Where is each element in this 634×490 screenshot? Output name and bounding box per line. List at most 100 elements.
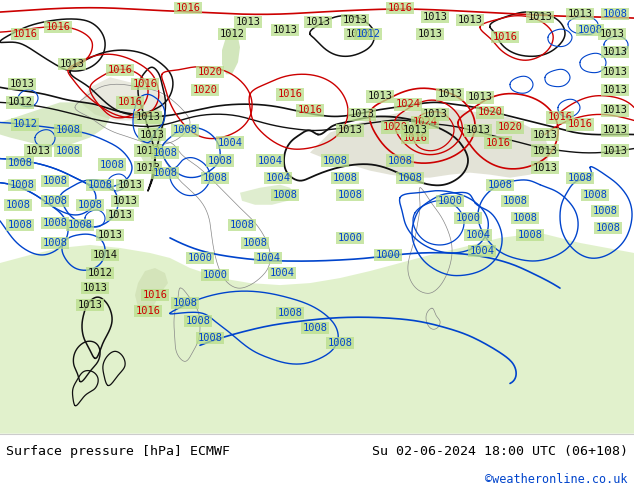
Text: 1013: 1013 [82, 283, 108, 293]
Text: 1008: 1008 [202, 172, 228, 183]
Text: Su 02-06-2024 18:00 UTC (06+108): Su 02-06-2024 18:00 UTC (06+108) [372, 445, 628, 458]
Text: 1013: 1013 [533, 146, 557, 155]
Polygon shape [0, 102, 110, 147]
Text: 1013: 1013 [136, 163, 160, 172]
Polygon shape [140, 107, 165, 165]
Text: 1012: 1012 [356, 29, 380, 39]
Text: 1013: 1013 [602, 47, 628, 57]
Text: 1008: 1008 [186, 316, 210, 326]
Text: 1020: 1020 [198, 67, 223, 77]
Text: 1004: 1004 [465, 230, 491, 240]
Text: 1008: 1008 [67, 220, 93, 230]
Text: 1020: 1020 [193, 85, 217, 96]
Text: 1000: 1000 [455, 213, 481, 223]
Text: 1024: 1024 [413, 118, 437, 127]
Polygon shape [135, 268, 168, 315]
Text: 1016: 1016 [13, 29, 37, 39]
Text: 1013: 1013 [458, 15, 482, 25]
Text: 1008: 1008 [302, 323, 328, 333]
Text: 1016: 1016 [133, 79, 157, 89]
Text: 1008: 1008 [100, 160, 124, 170]
Polygon shape [240, 185, 295, 205]
Text: 1008: 1008 [578, 25, 602, 35]
Text: 1008: 1008 [503, 196, 527, 206]
Text: 1008: 1008 [567, 172, 593, 183]
Text: 1008: 1008 [595, 223, 621, 233]
Text: 1013: 1013 [117, 180, 143, 190]
Text: 1008: 1008 [230, 220, 254, 230]
Text: 1013: 1013 [60, 59, 84, 69]
Text: 1012: 1012 [87, 268, 112, 278]
Polygon shape [222, 32, 240, 74]
Text: 1013: 1013 [422, 12, 448, 22]
Text: 1016: 1016 [567, 120, 593, 129]
Text: 1008: 1008 [517, 230, 543, 240]
Text: 1013: 1013 [602, 85, 628, 96]
Text: 1008: 1008 [273, 190, 297, 200]
Text: 1016: 1016 [387, 3, 413, 13]
Text: 1013: 1013 [602, 125, 628, 136]
Text: 1013: 1013 [77, 300, 103, 310]
Polygon shape [0, 233, 634, 434]
Text: 1013: 1013 [139, 129, 164, 140]
Text: 1016: 1016 [143, 290, 167, 300]
Text: 1008: 1008 [488, 180, 512, 190]
Text: 1008: 1008 [387, 156, 413, 166]
Text: 1020: 1020 [498, 122, 522, 132]
Text: 1008: 1008 [8, 158, 32, 168]
Text: 1008: 1008 [10, 180, 34, 190]
Text: 1008: 1008 [328, 338, 353, 348]
Text: 1016: 1016 [486, 138, 510, 147]
Text: 1008: 1008 [153, 168, 178, 178]
Text: 1008: 1008 [242, 238, 268, 248]
Text: 1013: 1013 [600, 29, 624, 39]
Text: 1008: 1008 [172, 298, 198, 308]
Text: 1004: 1004 [217, 138, 242, 147]
Text: 1008: 1008 [323, 156, 347, 166]
Text: 1008: 1008 [398, 172, 422, 183]
Text: 1013: 1013 [10, 79, 34, 89]
Text: 1013: 1013 [418, 29, 443, 39]
Text: 1008: 1008 [593, 206, 618, 216]
Text: 1013: 1013 [368, 91, 392, 101]
Text: 1016: 1016 [108, 65, 133, 75]
Text: 1013: 1013 [533, 129, 557, 140]
Text: 1013: 1013 [235, 17, 261, 27]
Text: 1000: 1000 [202, 270, 228, 280]
Text: 1008: 1008 [153, 147, 178, 158]
Text: 1000: 1000 [188, 253, 212, 263]
Text: 1008: 1008 [87, 180, 112, 190]
Text: 1013: 1013 [602, 146, 628, 155]
Text: 1016: 1016 [493, 32, 517, 42]
Text: 1004: 1004 [256, 253, 280, 263]
Text: 1016: 1016 [136, 306, 160, 316]
Text: 1000: 1000 [437, 196, 462, 206]
Text: 1008: 1008 [6, 200, 30, 210]
Text: 1012: 1012 [219, 29, 245, 39]
Text: 1024: 1024 [396, 99, 420, 109]
Text: 1004: 1004 [470, 246, 495, 256]
Text: 1000: 1000 [337, 233, 363, 243]
Text: 1008: 1008 [42, 196, 67, 206]
Text: 1020: 1020 [382, 122, 408, 132]
Text: 1016: 1016 [46, 22, 70, 32]
Text: 1013: 1013 [136, 146, 160, 155]
Text: 1013: 1013 [403, 125, 427, 136]
Text: 1012: 1012 [13, 120, 37, 129]
Text: 1013: 1013 [108, 210, 133, 220]
Text: 1016: 1016 [403, 132, 427, 143]
Text: 1008: 1008 [512, 213, 538, 223]
Text: 1016: 1016 [117, 98, 143, 107]
Text: 1016: 1016 [548, 112, 573, 122]
Text: 1013: 1013 [465, 125, 491, 136]
Text: 1013: 1013 [567, 9, 593, 19]
Text: 1013: 1013 [533, 163, 557, 172]
Polygon shape [310, 107, 550, 178]
Text: 1013: 1013 [349, 109, 375, 120]
Text: 1013: 1013 [136, 112, 160, 122]
Text: 1016: 1016 [176, 3, 200, 13]
Text: 1008: 1008 [8, 220, 32, 230]
Text: 1020: 1020 [477, 107, 503, 118]
Text: 1012: 1012 [8, 98, 32, 107]
Text: 1008: 1008 [602, 9, 628, 19]
